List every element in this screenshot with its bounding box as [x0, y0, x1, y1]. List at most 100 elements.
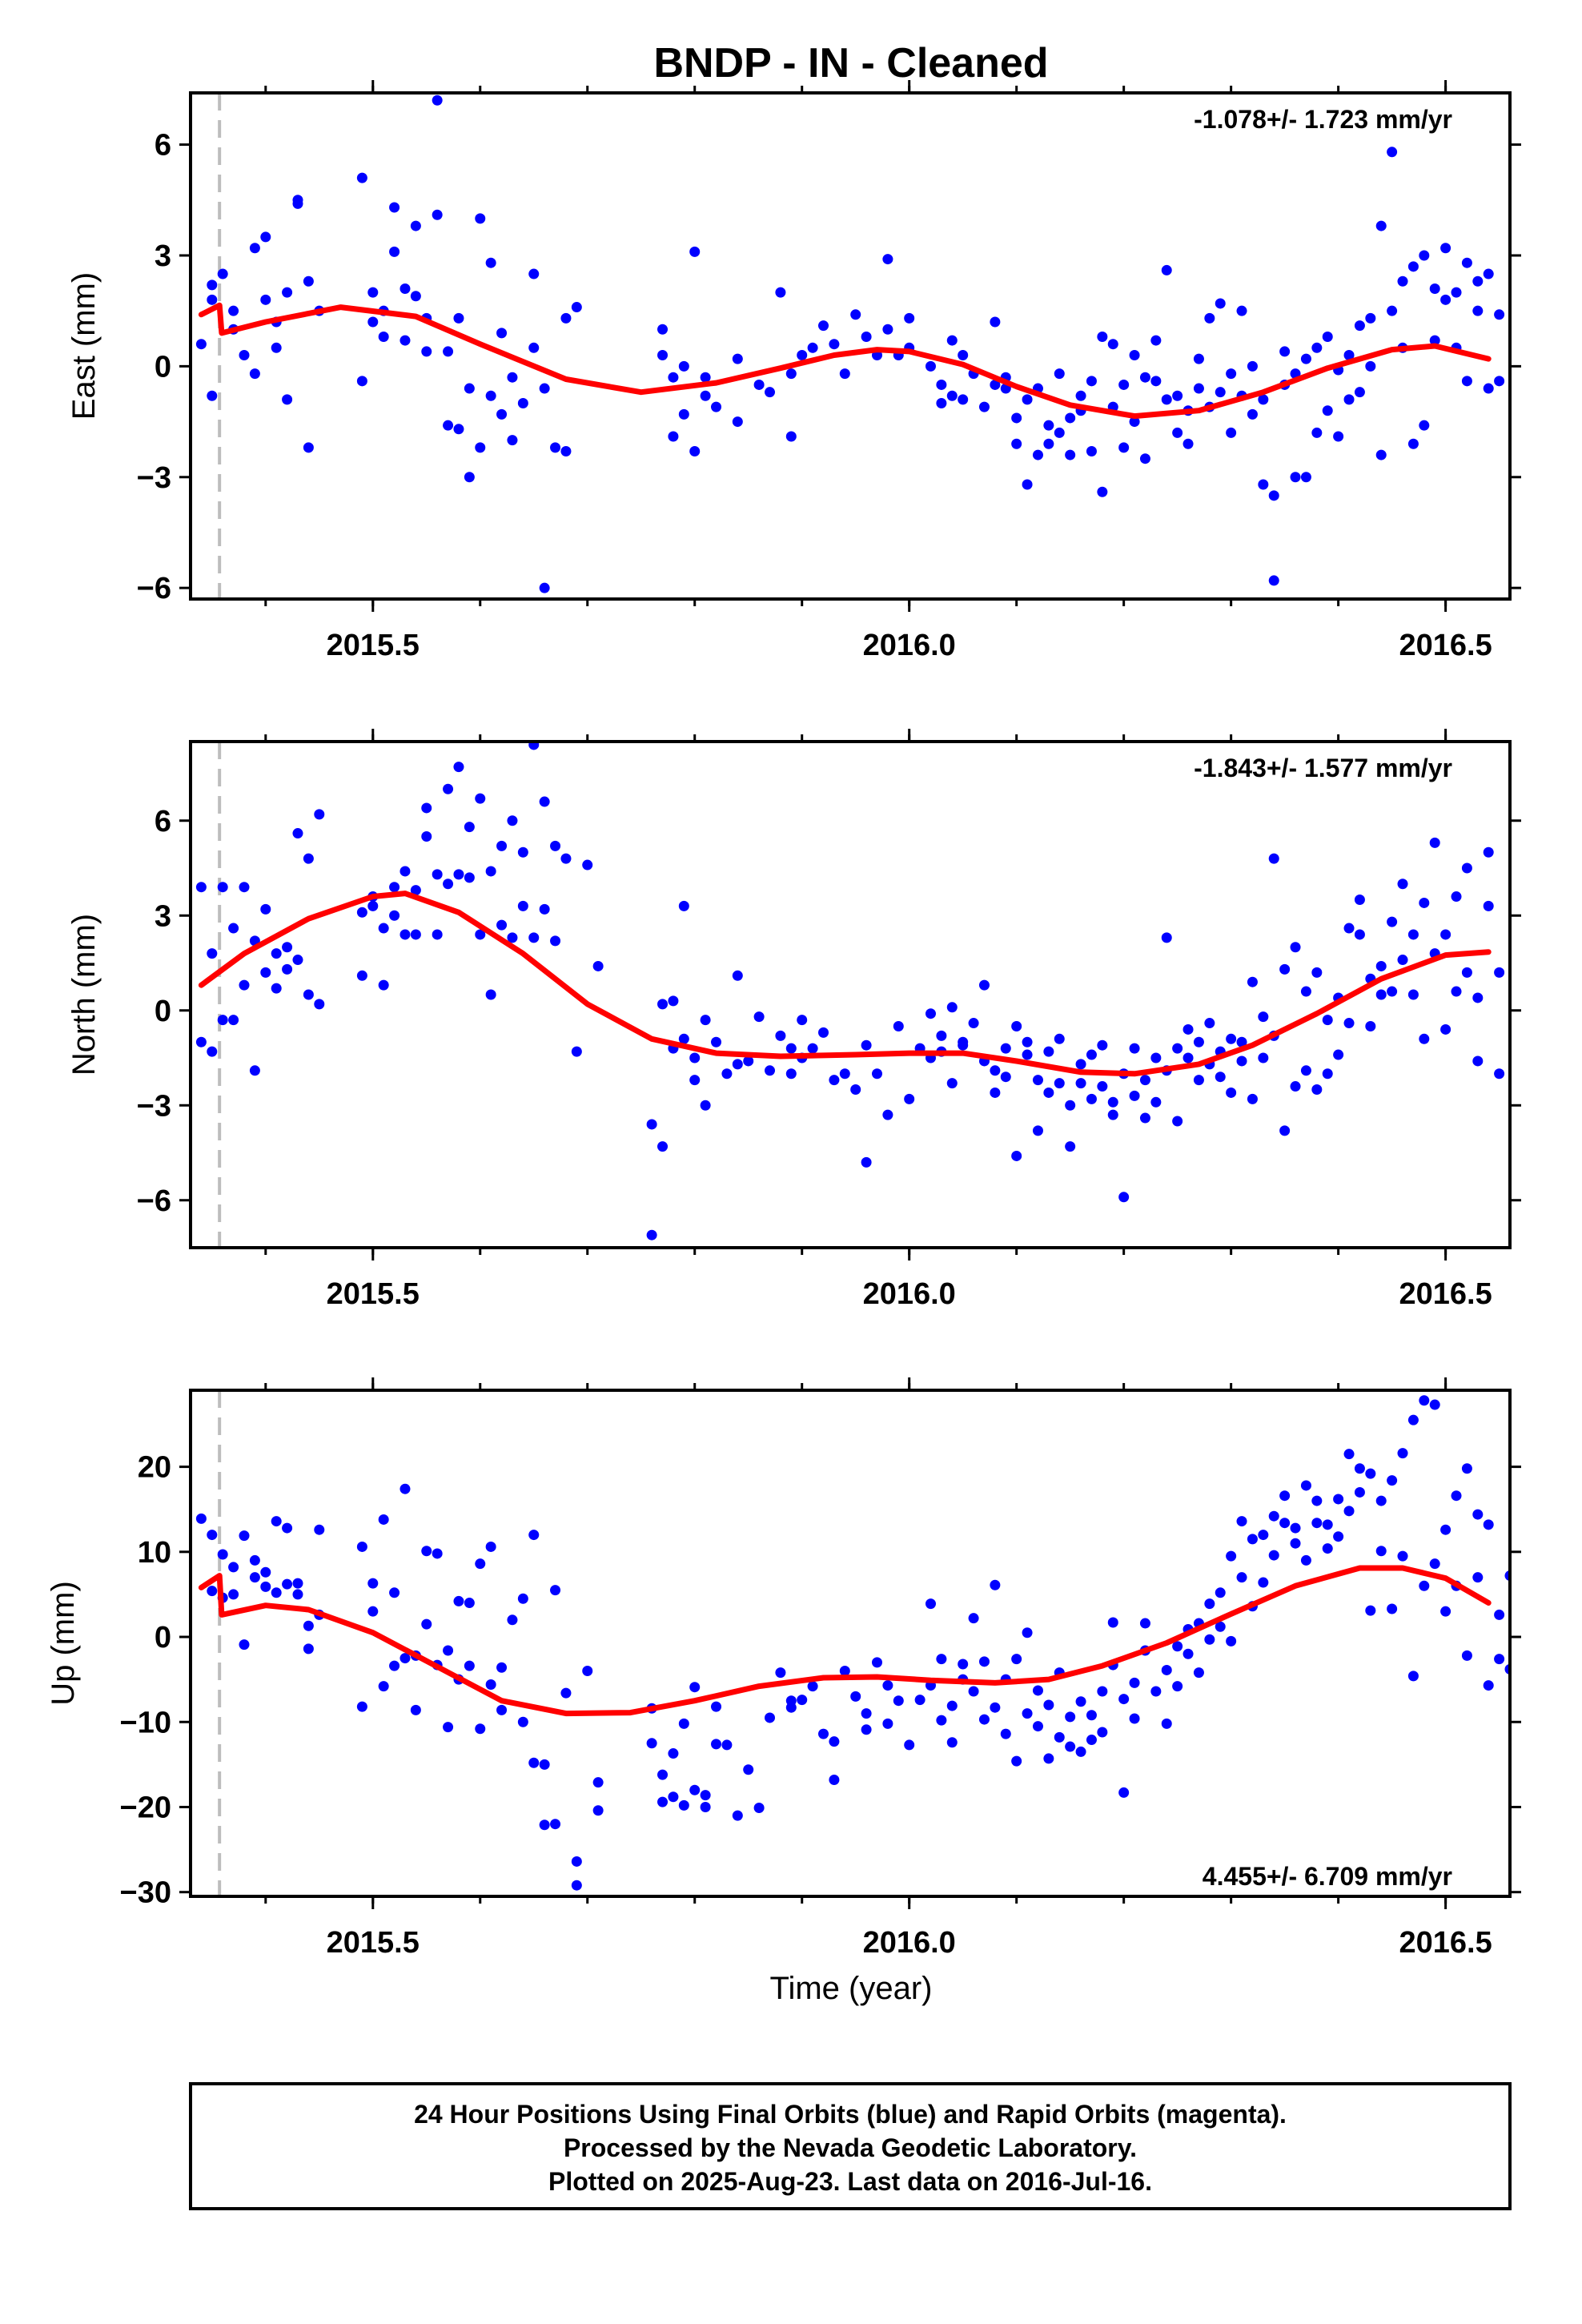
east-data-point — [1043, 438, 1054, 449]
north-data-point — [1054, 1033, 1065, 1044]
east-data-point — [539, 383, 550, 394]
up-data-point — [1204, 1598, 1215, 1610]
north-data-point — [1193, 1036, 1204, 1047]
north-model-curve — [198, 891, 1492, 1077]
up-data-point — [968, 1686, 979, 1697]
east-data-point — [1032, 449, 1043, 460]
north-data-point — [1268, 853, 1279, 864]
x-axis-label: Time (year) — [770, 1971, 933, 2006]
north-data-point — [1172, 1116, 1183, 1127]
north-data-point — [1182, 1023, 1194, 1035]
east-data-point — [1300, 472, 1311, 483]
up-data-point — [1387, 1475, 1398, 1486]
east-data-point — [1139, 372, 1150, 383]
up-data-point — [571, 1880, 582, 1891]
east-data-point — [839, 368, 850, 380]
up-model-curve — [198, 1565, 1492, 1717]
east-data-point — [946, 390, 958, 401]
east-data-point — [1043, 420, 1054, 431]
east-y-tick-label: 6 — [155, 129, 171, 163]
up-data-point — [1172, 1681, 1183, 1692]
up-data-point — [1129, 1677, 1140, 1688]
north-data-point — [485, 989, 496, 1000]
up-data-point — [1258, 1530, 1269, 1541]
north-data-point — [1483, 900, 1494, 911]
up-data-point — [1451, 1490, 1462, 1502]
up-data-point — [1215, 1621, 1226, 1632]
north-data-point — [1193, 1075, 1204, 1086]
up-data-point — [592, 1777, 604, 1788]
up-data-point — [711, 1739, 722, 1750]
up-data-point — [1226, 1635, 1237, 1647]
east-y-axis-label: East (mm) — [66, 272, 102, 420]
north-data-point — [378, 979, 389, 991]
east-data-point — [1022, 394, 1033, 405]
east-data-point — [1407, 438, 1419, 449]
up-data-point — [592, 1805, 604, 1816]
east-data-point — [432, 209, 443, 220]
north-data-point — [1494, 967, 1505, 978]
up-data-point — [1419, 1580, 1430, 1591]
east-data-point — [1247, 360, 1258, 372]
north-data-point — [1343, 923, 1355, 934]
north-data-point — [1407, 929, 1419, 940]
up-data-point — [378, 1514, 389, 1525]
east-data-point — [990, 379, 1001, 390]
up-data-point — [443, 1645, 454, 1656]
east-data-point — [1483, 383, 1494, 394]
north-data-point — [1075, 1059, 1086, 1070]
north-data-point — [550, 935, 561, 947]
north-panel: −6 −3 0 3 6 2015.5 2016.0 2016.5 North (mm) -1.84… — [66, 729, 1521, 1311]
north-data-point — [1494, 1068, 1505, 1080]
east-x-tick-label: 2016.0 — [863, 629, 956, 662]
up-data-point — [1461, 1463, 1472, 1474]
up-data-point — [260, 1566, 271, 1578]
up-data-point — [1236, 1516, 1247, 1527]
up-data-point — [893, 1695, 904, 1707]
east-data-point — [678, 408, 689, 420]
up-data-point — [1375, 1546, 1387, 1557]
north-data-point — [946, 1078, 958, 1089]
east-data-point — [400, 335, 411, 346]
up-data-point — [400, 1653, 411, 1664]
north-data-point — [765, 1065, 776, 1076]
up-data-point — [217, 1549, 228, 1560]
north-plot-area — [195, 742, 1505, 1248]
east-data-point — [496, 408, 508, 420]
north-x-tick-label: 2015.5 — [327, 1277, 420, 1311]
east-data-point — [1107, 339, 1118, 350]
up-data-point — [528, 1530, 540, 1541]
up-data-point — [195, 1513, 207, 1524]
east-data-point — [1300, 353, 1311, 364]
north-data-point — [753, 1011, 765, 1023]
up-data-point — [1118, 1694, 1130, 1705]
up-data-point — [249, 1554, 260, 1566]
up-data-point — [1011, 1755, 1022, 1767]
north-data-point — [517, 900, 528, 911]
north-data-point — [228, 923, 239, 934]
north-data-point — [925, 1008, 936, 1019]
up-data-point — [1118, 1787, 1130, 1798]
north-data-point — [1461, 967, 1472, 978]
east-data-point — [1226, 368, 1237, 380]
north-data-point — [678, 900, 689, 911]
north-data-point — [1472, 1055, 1484, 1067]
north-data-point — [292, 955, 303, 966]
up-data-point — [1440, 1524, 1452, 1535]
up-data-point — [1268, 1510, 1279, 1522]
up-data-point — [475, 1723, 486, 1735]
east-data-point — [785, 431, 797, 442]
north-y-tick-label: 0 — [155, 995, 171, 1028]
up-data-point — [678, 1799, 689, 1811]
east-data-point — [1343, 394, 1355, 405]
up-data-point — [700, 1790, 711, 1801]
north-data-point — [410, 929, 421, 940]
east-data-point — [400, 283, 411, 294]
north-data-point — [1182, 1052, 1194, 1063]
north-data-point — [1118, 1192, 1130, 1203]
east-data-point — [356, 376, 367, 387]
north-data-point — [1226, 1033, 1237, 1044]
up-data-point — [732, 1810, 743, 1821]
north-data-point — [1172, 1043, 1183, 1054]
east-data-point — [668, 431, 679, 442]
